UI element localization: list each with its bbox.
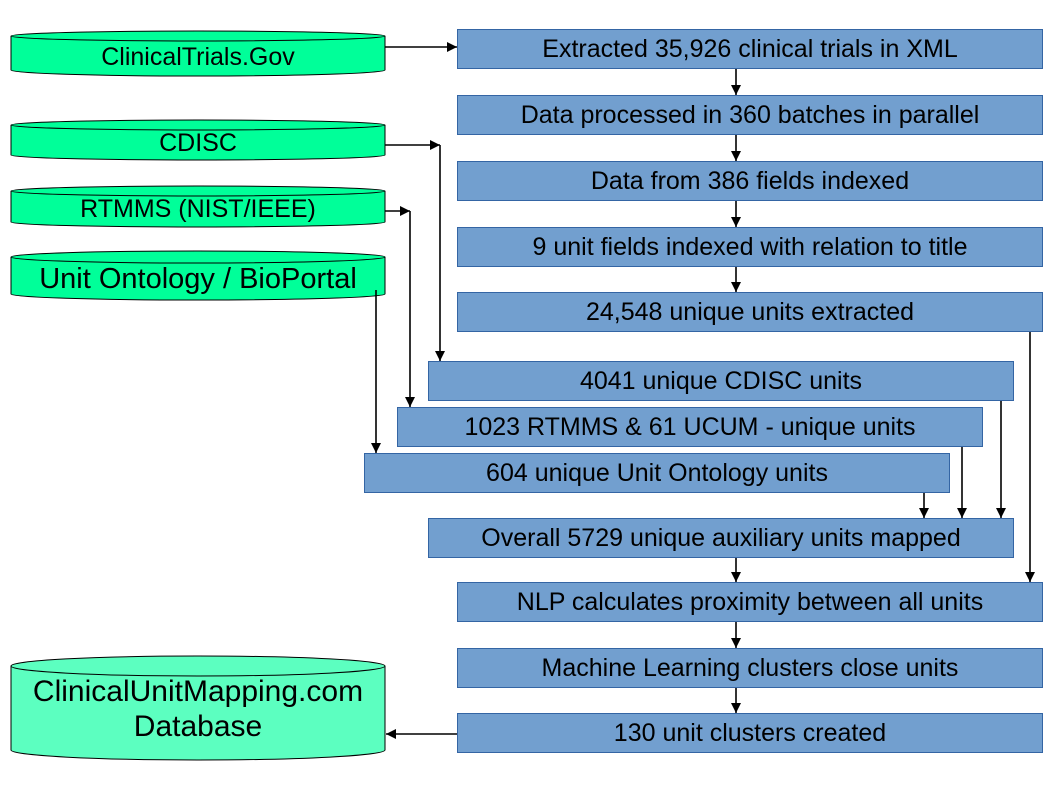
step-unit-ontology-units: 604 unique Unit Ontology units	[364, 453, 950, 493]
step-ml-clustering: Machine Learning clusters close units	[457, 648, 1043, 688]
source-label: Unit Ontology / BioPortal	[39, 262, 357, 295]
source-rtmms: RTMMS (NIST/IEEE)	[10, 185, 386, 228]
step-clusters-created: 130 unit clusters created	[457, 713, 1043, 753]
source-label: RTMMS (NIST/IEEE)	[80, 194, 316, 223]
step-cdisc-units: 4041 unique CDISC units	[428, 361, 1014, 401]
source-unit-ontology: Unit Ontology / BioPortal	[10, 250, 386, 301]
source-cdisc: CDISC	[10, 119, 386, 161]
database-cylinder-icon	[10, 250, 386, 301]
source-clinicaltrials-gov: ClinicalTrials.Gov	[10, 30, 386, 77]
database-cylinder-icon	[10, 185, 386, 228]
output-db-subtitle: Database	[133, 710, 263, 743]
database-cylinder-icon	[10, 30, 386, 77]
step-unit-fields-indexed: 9 unit fields indexed with relation to t…	[457, 227, 1043, 267]
step-extracted-trials: Extracted 35,926 clinical trials in XML	[457, 29, 1043, 69]
step-batch-processing: Data processed in 360 batches in paralle…	[457, 95, 1043, 135]
source-label: ClinicalTrials.Gov	[101, 42, 295, 71]
output-db-name: ClinicalUnitMapping.com	[32, 675, 364, 708]
database-cylinder-icon	[10, 119, 386, 161]
source-label: CDISC	[159, 128, 237, 157]
step-fields-indexed: Data from 386 fields indexed	[457, 161, 1043, 201]
database-cylinder-icon	[10, 655, 386, 761]
output-database: ClinicalUnitMapping.com Database	[10, 655, 386, 761]
step-nlp-proximity: NLP calculates proximity between all uni…	[457, 582, 1043, 622]
step-auxiliary-units-mapped: Overall 5729 unique auxiliary units mapp…	[428, 518, 1014, 558]
step-unique-units-extracted: 24,548 unique units extracted	[457, 292, 1043, 332]
step-rtmms-ucum-units: 1023 RTMMS & 61 UCUM - unique units	[397, 407, 983, 447]
